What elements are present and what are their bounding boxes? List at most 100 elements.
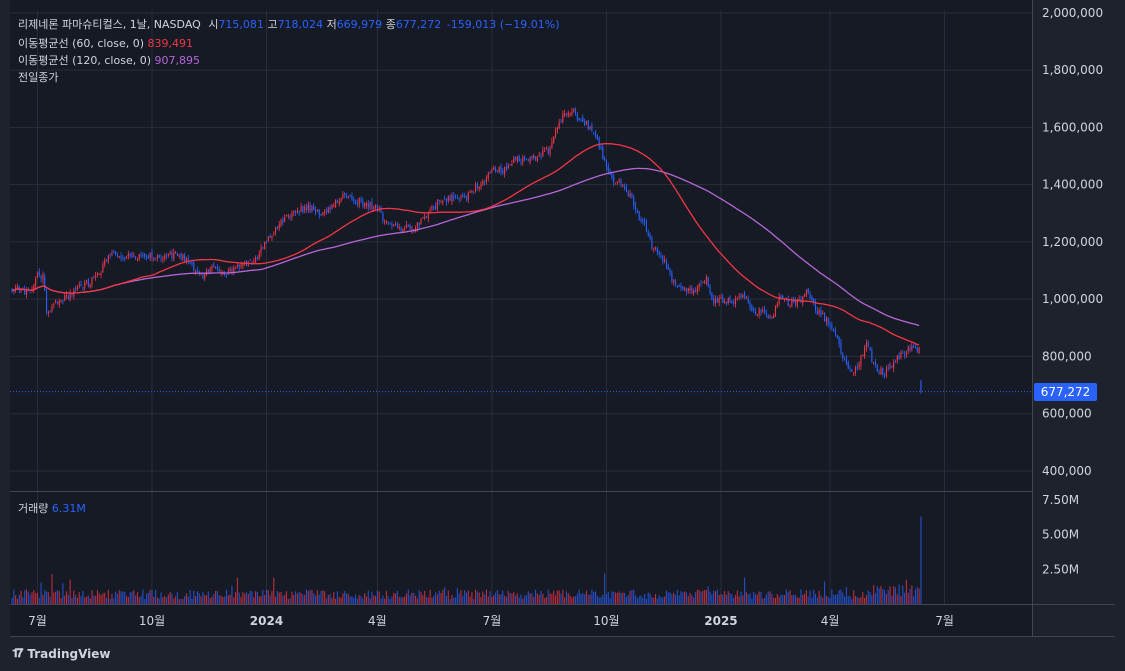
volume-bar [242, 592, 244, 604]
volume-bar [649, 593, 651, 604]
price-axis[interactable]: 400,000 600,000 800,000 1,000,000 1,200,000 1… [1042, 6, 1103, 478]
axes [10, 0, 1115, 637]
volume-bar [767, 591, 769, 604]
candle-body [798, 299, 800, 301]
volume-bar [662, 597, 664, 604]
candle-body [349, 195, 351, 197]
candle-body [796, 298, 798, 306]
candle-body [47, 311, 49, 314]
volume-bar [436, 594, 438, 604]
candle-body [842, 353, 844, 359]
candle-body [476, 183, 478, 188]
candle-body [405, 224, 408, 228]
volume-bar [740, 591, 742, 604]
candle-body [829, 322, 831, 326]
volume-bar [407, 589, 409, 604]
volume-bar [760, 591, 762, 604]
volume-bar [782, 595, 784, 604]
candle-body [905, 352, 907, 355]
candle-body [311, 207, 313, 211]
volume-bar [93, 595, 95, 604]
volume-bar [211, 596, 213, 604]
volume-bar [173, 598, 175, 604]
candle-body [631, 193, 633, 198]
candle-body [447, 196, 449, 201]
candle-body [347, 196, 349, 198]
volume-bar [315, 595, 317, 604]
volume-bar [282, 595, 284, 604]
legend-row-prev-close[interactable]: 전일종가 [18, 70, 58, 86]
volume-bar [676, 590, 678, 604]
legend-row-volume[interactable]: 거래량 6.31M [18, 501, 86, 517]
candle-body [509, 164, 511, 166]
volume-bar [507, 591, 509, 604]
candle-body [633, 197, 635, 206]
candle-body [500, 166, 502, 172]
volume-bar [905, 579, 907, 604]
volume-bar [776, 593, 778, 604]
candle-body [280, 219, 282, 226]
volume-bar [736, 590, 738, 604]
volume-bar [91, 590, 93, 604]
candle-body [794, 301, 797, 306]
volume-bar [140, 596, 142, 604]
volume-bar [127, 597, 129, 604]
candle-body [773, 315, 775, 319]
candle-body [449, 195, 451, 201]
candle-body [873, 362, 875, 364]
candle-body [664, 259, 666, 261]
candle-body [360, 198, 362, 202]
candle-body [240, 264, 242, 267]
candle-body [102, 264, 104, 273]
volume-bar [220, 595, 222, 604]
volume-bar [869, 592, 871, 604]
volume-bar [380, 598, 382, 604]
candle-body [782, 295, 784, 298]
candle-body [89, 284, 91, 288]
volume-bar [171, 593, 173, 604]
volume-bar [525, 595, 528, 604]
candle-body [745, 298, 747, 300]
volume-bar [571, 597, 573, 604]
tradingview-logo[interactable]: 𝟏𝟕 TradingView [12, 646, 111, 661]
volume-bar [849, 596, 851, 604]
candle-body [720, 297, 722, 299]
candle-body [518, 155, 520, 162]
legend-row-ma120[interactable]: 이동평균선 (120, close, 0) 907,895 [18, 53, 200, 69]
candle-body [724, 301, 726, 304]
volume-bar [375, 595, 377, 604]
volume-bar [758, 591, 760, 604]
candle-body [433, 206, 435, 208]
candle-body [662, 256, 664, 262]
volume-bar [249, 590, 251, 604]
volume-bar [38, 597, 40, 604]
volume-bar [267, 590, 269, 604]
candle-body [540, 156, 542, 158]
time-axis[interactable]: 7월 10월 2024 4월 7월 10월 2025 4월 7월 [28, 614, 954, 628]
candle-body [765, 312, 767, 316]
candle-body [640, 219, 642, 221]
candle-body [322, 212, 324, 216]
candle-body [584, 121, 586, 126]
open-value: 715,081 [218, 18, 264, 31]
volume-bar [65, 591, 68, 604]
candle-body [716, 298, 718, 303]
legend-row-ma60[interactable]: 이동평균선 (60, close, 0) 839,491 [18, 36, 193, 52]
volume-value: 6.31M [51, 502, 86, 515]
candle-body [149, 252, 151, 258]
volume-bar [616, 592, 618, 604]
volume-bar [631, 590, 633, 604]
candle-body [836, 335, 838, 338]
candle-body [96, 273, 98, 276]
candle-body [722, 296, 724, 303]
candle-body [689, 288, 691, 291]
candle-body [202, 274, 204, 278]
symbol-name[interactable]: 리제네론 파마슈티컬스, 1날, NASDAQ [18, 18, 201, 31]
candle-body [714, 299, 717, 304]
volume-bar [349, 596, 351, 604]
time-tick-label: 10월 [139, 614, 165, 628]
volume-bar [784, 594, 786, 604]
volume-bar [889, 586, 891, 604]
candle-body [400, 227, 402, 231]
